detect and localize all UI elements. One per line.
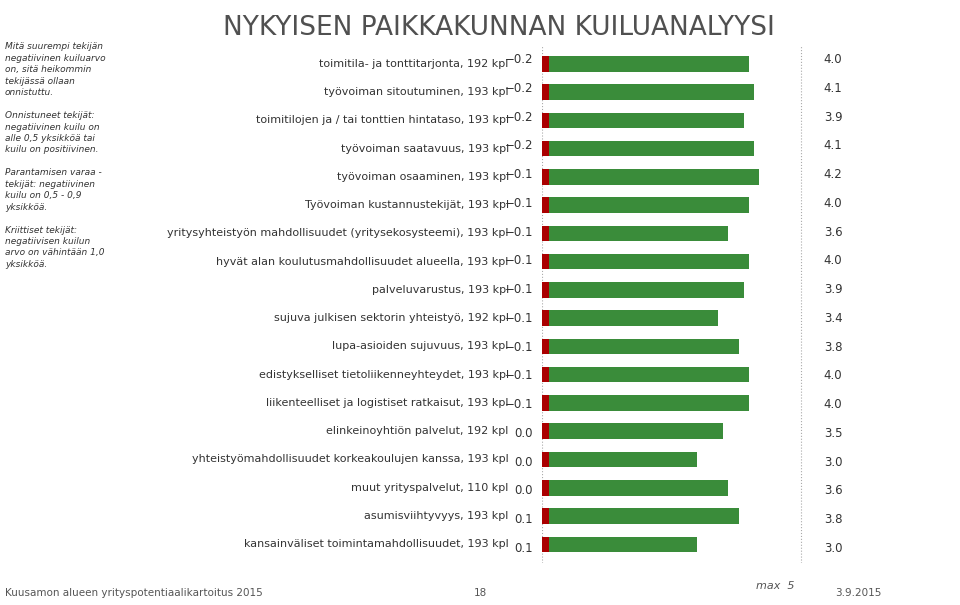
Text: −0.2: −0.2 — [504, 111, 533, 123]
Text: 3.9: 3.9 — [824, 283, 842, 296]
Bar — [542, 452, 697, 467]
Text: 3.8: 3.8 — [824, 513, 842, 526]
Bar — [542, 226, 549, 241]
Bar — [542, 537, 697, 552]
Text: 4.0: 4.0 — [824, 255, 842, 267]
Text: edistykselliset tietoliikenneyhteydet, 193 kpl: edistykselliset tietoliikenneyhteydet, 1… — [258, 370, 509, 380]
Text: −0.1: −0.1 — [504, 283, 533, 296]
Bar — [542, 367, 549, 382]
Text: hyvät alan koulutusmahdollisuudet alueella, 193 kpl: hyvät alan koulutusmahdollisuudet alueel… — [216, 257, 509, 267]
Text: yhteistyömahdollisuudet korkeakoulujen kanssa, 193 kpl: yhteistyömahdollisuudet korkeakoulujen k… — [192, 454, 509, 465]
Text: toimitila- ja tonttitarjonta, 192 kpl: toimitila- ja tonttitarjonta, 192 kpl — [320, 59, 509, 69]
Bar — [542, 424, 723, 439]
Text: elinkeinoyhtiön palvelut, 192 kpl: elinkeinoyhtiön palvelut, 192 kpl — [326, 426, 509, 436]
Text: työvoiman saatavuus, 193 kpl: työvoiman saatavuus, 193 kpl — [341, 143, 509, 154]
Text: lupa-asioiden sujuvuus, 193 kpl: lupa-asioiden sujuvuus, 193 kpl — [332, 341, 509, 352]
Text: 4.1: 4.1 — [824, 140, 843, 152]
Bar — [542, 367, 749, 382]
Bar — [542, 395, 549, 411]
Text: −0.1: −0.1 — [504, 197, 533, 210]
Bar — [542, 339, 549, 354]
Text: palveluvarustus, 193 kpl: palveluvarustus, 193 kpl — [372, 285, 509, 295]
Text: 18: 18 — [473, 587, 487, 598]
Text: 3.0: 3.0 — [824, 542, 842, 555]
Bar — [542, 282, 549, 298]
Text: 4.0: 4.0 — [824, 370, 842, 382]
Text: −0.1: −0.1 — [504, 370, 533, 382]
Bar — [542, 226, 729, 241]
Bar — [542, 282, 744, 298]
Text: 3.4: 3.4 — [824, 312, 842, 325]
Text: 3.8: 3.8 — [824, 341, 842, 353]
Text: 3.5: 3.5 — [824, 427, 842, 440]
Text: 0.0: 0.0 — [515, 427, 533, 440]
Text: −0.2: −0.2 — [504, 82, 533, 95]
Text: 3.9: 3.9 — [824, 111, 842, 123]
Bar — [542, 197, 549, 213]
Bar — [542, 310, 718, 326]
Text: Mitä suurempi tekijän
negatiivinen kuiluarvo
on, sitä heikommin
tekijässä ollaan: Mitä suurempi tekijän negatiivinen kuilu… — [5, 42, 106, 269]
Bar — [542, 56, 749, 71]
Bar — [542, 113, 549, 128]
Bar — [542, 339, 738, 354]
Bar — [542, 84, 549, 100]
Text: Kuusamon alueen yrityspotentiaalikartoitus 2015: Kuusamon alueen yrityspotentiaalikartoit… — [5, 587, 262, 598]
Bar — [542, 310, 549, 326]
Bar — [542, 113, 744, 128]
Text: −0.2: −0.2 — [504, 140, 533, 152]
Text: 0.1: 0.1 — [515, 513, 533, 526]
Bar — [542, 424, 549, 439]
Text: 4.0: 4.0 — [824, 197, 842, 210]
Bar — [542, 452, 549, 467]
Text: 3.0: 3.0 — [824, 456, 842, 468]
Text: −0.1: −0.1 — [504, 168, 533, 181]
Text: −0.2: −0.2 — [504, 53, 533, 66]
Bar — [542, 56, 549, 71]
Text: 4.0: 4.0 — [824, 398, 842, 411]
Bar — [542, 480, 549, 495]
Bar — [542, 508, 738, 524]
Text: asumisviihtyvyys, 193 kpl: asumisviihtyvyys, 193 kpl — [365, 511, 509, 521]
Text: −0.1: −0.1 — [504, 312, 533, 325]
Text: 4.0: 4.0 — [824, 53, 842, 66]
Text: 0.0: 0.0 — [515, 456, 533, 468]
Bar — [542, 395, 749, 411]
Text: −0.1: −0.1 — [504, 341, 533, 353]
Text: sujuva julkisen sektorin yhteistyö, 192 kpl: sujuva julkisen sektorin yhteistyö, 192 … — [274, 313, 509, 323]
Bar — [542, 84, 754, 100]
Text: 0.1: 0.1 — [515, 542, 533, 555]
Text: NYKYISEN PAIKKAKUNNAN KUILUANALYYSI: NYKYISEN PAIKKAKUNNAN KUILUANALYYSI — [224, 15, 775, 41]
Bar — [542, 169, 549, 185]
Bar — [542, 254, 549, 269]
Text: −0.1: −0.1 — [504, 255, 533, 267]
Bar — [542, 169, 759, 185]
Text: työvoiman osaaminen, 193 kpl: työvoiman osaaminen, 193 kpl — [337, 172, 509, 182]
Text: 0.0: 0.0 — [515, 485, 533, 497]
Bar — [542, 254, 749, 269]
Text: −0.1: −0.1 — [504, 398, 533, 411]
Bar — [542, 508, 549, 524]
Bar — [542, 537, 549, 552]
Text: 3.6: 3.6 — [824, 485, 842, 497]
Bar — [542, 197, 749, 213]
Text: kansainväliset toimintamahdollisuudet, 193 kpl: kansainväliset toimintamahdollisuudet, 1… — [244, 539, 509, 549]
Text: max  5: max 5 — [756, 581, 794, 591]
Bar — [542, 141, 549, 156]
Text: yritysyhteistyön mahdollisuudet (yritysekosysteemi), 193 kpl: yritysyhteistyön mahdollisuudet (yrityse… — [167, 228, 509, 238]
Text: toimitilojen ja / tai tonttien hintataso, 193 kpl: toimitilojen ja / tai tonttien hintataso… — [255, 116, 509, 125]
Text: työvoiman sitoutuminen, 193 kpl: työvoiman sitoutuminen, 193 kpl — [324, 87, 509, 97]
Text: liikenteelliset ja logistiset ratkaisut, 193 kpl: liikenteelliset ja logistiset ratkaisut,… — [266, 398, 509, 408]
Text: Työvoiman kustannustekijät, 193 kpl: Työvoiman kustannustekijät, 193 kpl — [304, 200, 509, 210]
Text: 4.1: 4.1 — [824, 82, 843, 95]
Text: 4.2: 4.2 — [824, 168, 843, 181]
Text: −0.1: −0.1 — [504, 226, 533, 238]
Text: muut yrityspalvelut, 110 kpl: muut yrityspalvelut, 110 kpl — [351, 483, 509, 492]
Bar — [542, 141, 754, 156]
Text: 3.9.2015: 3.9.2015 — [835, 587, 881, 598]
Text: 3.6: 3.6 — [824, 226, 842, 238]
Bar — [542, 480, 729, 495]
